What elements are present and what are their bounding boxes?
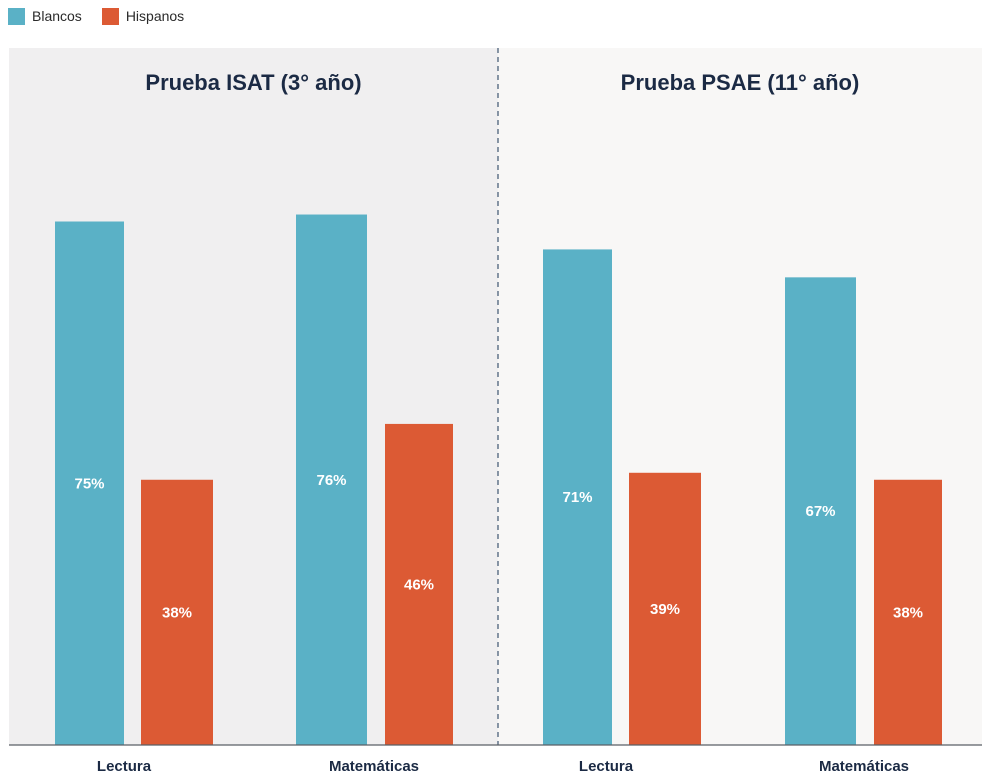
panel-title: Prueba ISAT (3° año) — [145, 70, 361, 95]
legend-item-hispanos: Hispanos — [101, 7, 185, 25]
legend: Blancos Hispanos — [8, 5, 184, 27]
bar — [785, 277, 856, 745]
bar — [874, 479, 942, 745]
data-label: 76% — [316, 472, 346, 489]
data-label: 67% — [805, 503, 835, 520]
data-label: 75% — [74, 475, 104, 492]
data-label: 46% — [404, 576, 434, 593]
bar — [55, 221, 124, 745]
bar — [629, 472, 701, 745]
data-label: 39% — [650, 601, 680, 618]
bar — [543, 249, 612, 746]
data-label: 38% — [162, 604, 192, 621]
x-tick-label: Matemáticas — [329, 758, 419, 775]
x-tick-label: Lectura — [97, 758, 152, 775]
x-tick-label: Lectura — [579, 758, 634, 775]
bar — [385, 423, 453, 745]
panel-title: Prueba PSAE (11° año) — [621, 70, 860, 95]
bar — [141, 479, 213, 745]
bar — [296, 214, 367, 745]
legend-item-blancos: Blancos — [8, 7, 82, 25]
data-label: 71% — [562, 489, 592, 506]
legend-swatch-hispanos — [101, 7, 119, 25]
legend-label-blancos: Blancos — [32, 8, 82, 24]
legend-swatch-blancos — [8, 7, 25, 25]
x-tick-label: Matemáticas — [819, 758, 909, 775]
data-label: 38% — [893, 604, 923, 621]
legend-label-hispanos: Hispanos — [125, 8, 185, 24]
